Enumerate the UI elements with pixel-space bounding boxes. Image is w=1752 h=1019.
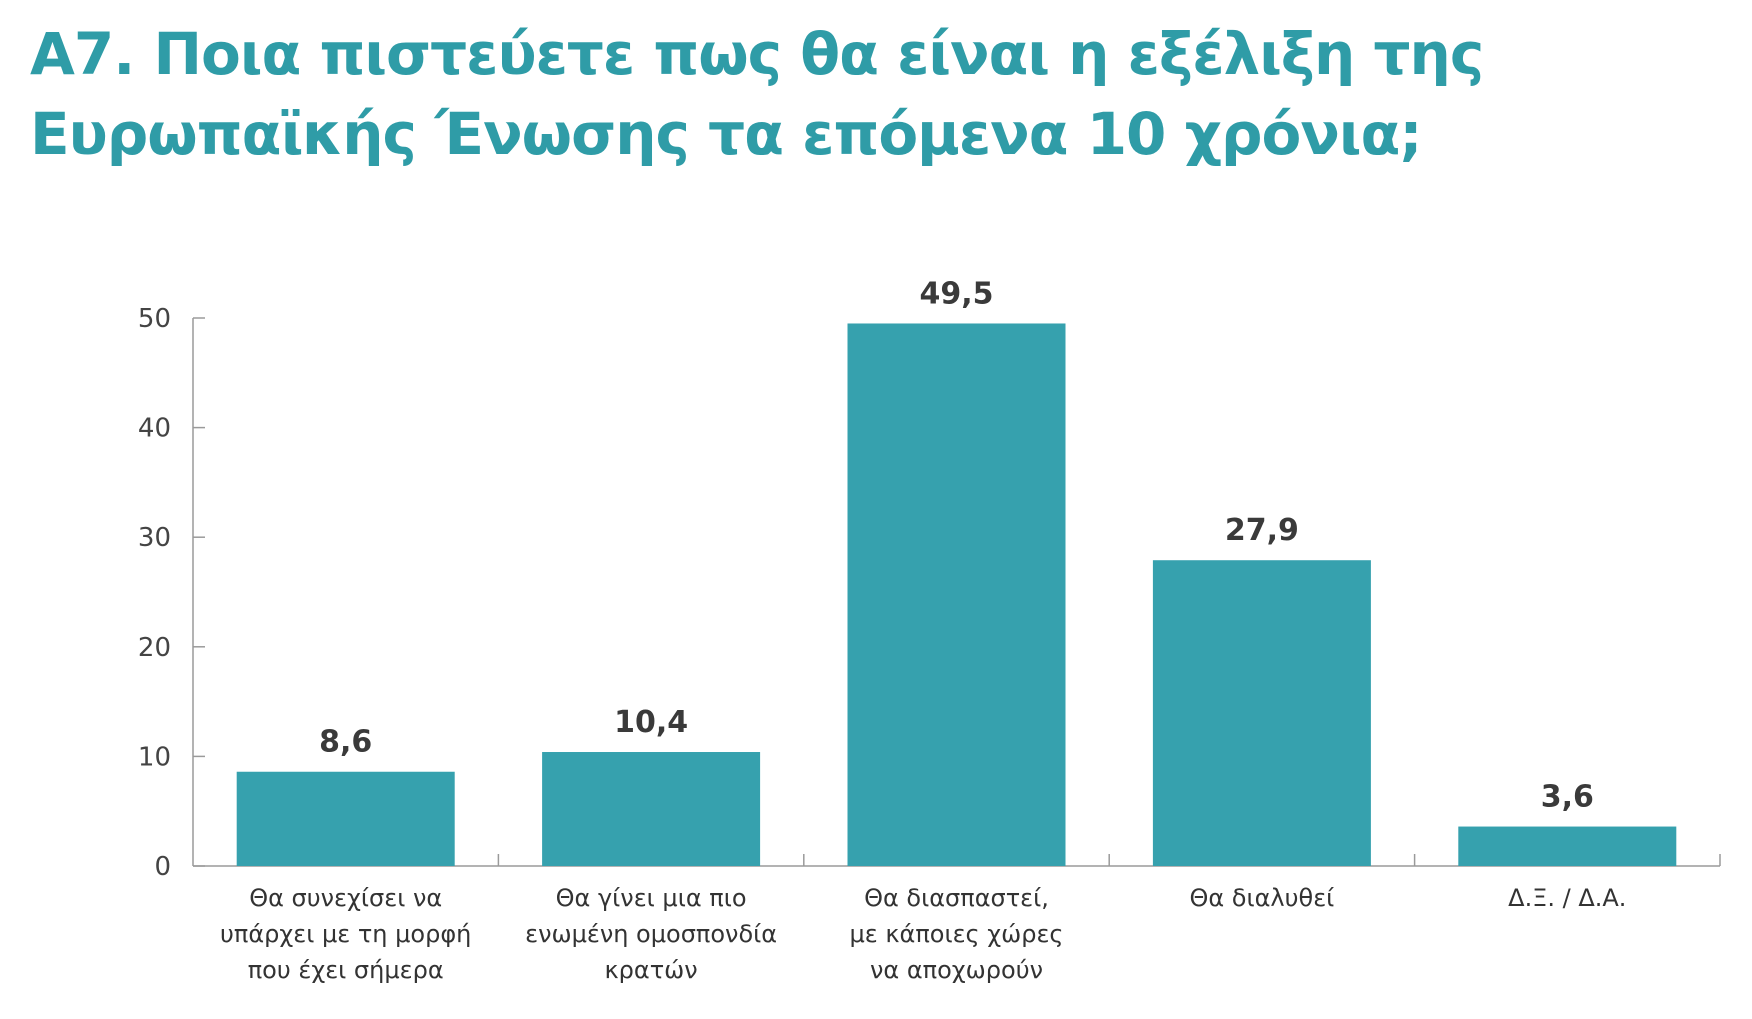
data-label: 8,6 <box>319 725 372 760</box>
chart-title-line-1: Α7. Ποια πιστεύετε πως θα είναι η εξέλιξ… <box>30 20 1484 88</box>
category-label: Θα διαλυθεί <box>1189 884 1334 912</box>
data-label: 49,5 <box>919 276 993 311</box>
y-tick-label: 20 <box>138 633 171 663</box>
category-label: να αποχωρούν <box>870 956 1043 984</box>
chart-title: Α7. Ποια πιστεύετε πως θα είναι η εξέλιξ… <box>30 14 1730 174</box>
bars <box>236 323 1677 867</box>
data-label: 27,9 <box>1225 513 1299 548</box>
category-label: Θα γίνει μια πιο <box>556 884 747 912</box>
bar <box>847 323 1066 867</box>
category-label: κρατών <box>605 956 698 984</box>
category-label: Δ.Ξ. / Δ.Α. <box>1508 884 1626 912</box>
data-label: 10,4 <box>614 705 688 740</box>
y-axis: 0 10 20 30 40 50 <box>138 304 205 882</box>
y-tick-label: 30 <box>138 523 171 553</box>
data-label: 3,6 <box>1541 780 1594 815</box>
data-labels: 8,6 10,4 49,5 27,9 3,6 <box>319 276 1594 814</box>
bar <box>1458 826 1677 866</box>
bar <box>542 752 761 866</box>
y-tick-label: 10 <box>138 742 171 772</box>
y-tick-label: 40 <box>138 414 171 444</box>
bar <box>1152 560 1371 866</box>
category-label: Θα διασπαστεί, <box>864 884 1049 912</box>
category-label: με κάποιες χώρες <box>849 920 1063 948</box>
y-tick-label: 50 <box>138 304 171 334</box>
category-label: που έχει σήμερα <box>248 956 444 984</box>
category-label: υπάρχει με τη μορφή <box>220 920 471 948</box>
category-label: Θα συνεχίσει να <box>249 884 442 912</box>
bar <box>236 771 455 866</box>
category-label: ενωμένη ομοσπονδία <box>525 920 777 948</box>
y-tick-label: 0 <box>154 852 171 882</box>
chart-title-line-2: Ευρωπαϊκής Ένωσης τα επόμενα 10 χρόνια; <box>30 100 1423 168</box>
category-labels: Θα συνεχίσει να υπάρχει με τη μορφή που έχ… <box>220 884 1626 984</box>
